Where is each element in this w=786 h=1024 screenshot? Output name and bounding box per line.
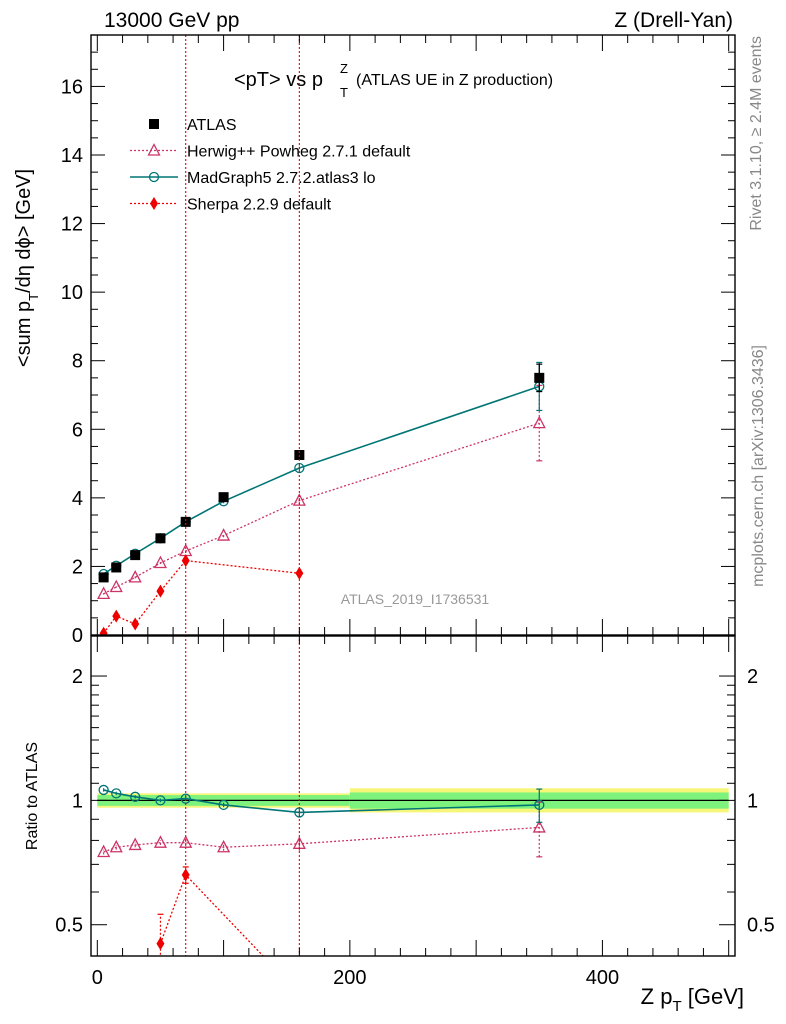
legend-label-herwig: Herwig++ Powheg 2.7.1 default: [187, 144, 411, 161]
main-frame: [90, 34, 736, 636]
main-series-sherpa: [99, 554, 304, 635]
ratio-ytick-label-right: 1: [747, 790, 758, 812]
ratio-point-sherpa: [295, 987, 303, 1000]
header-right: Z (Drell-Yan): [614, 9, 733, 32]
main-title-extra: (ATLAS UE in Z production): [356, 72, 553, 89]
xlabel: Z pT [GeV]: [641, 984, 744, 1015]
main-point-sherpa: [131, 617, 140, 631]
ratio-ytick-label-left: 0.5: [55, 915, 83, 937]
rivet-label: Rivet 3.1.10, ≥ 2.4M events: [748, 36, 765, 231]
main-ytick-label: 10: [61, 282, 83, 304]
main-point-data: [180, 516, 191, 527]
ratio-series-sherpa: [156, 866, 303, 1000]
ratio-point-madgraph: [155, 795, 166, 806]
ratio-plot-area: [97, 784, 546, 1000]
legend-entry-madgraph: MadGraph5 2.7.2.atlas3 lo: [130, 170, 376, 187]
main-series-herwig: [97, 384, 546, 600]
main-title-sub: T: [340, 85, 348, 100]
ratio-point-herwig: [97, 844, 111, 858]
main-point-sherpa: [156, 584, 165, 598]
xtick-label: 200: [333, 967, 366, 989]
main-point-data: [155, 533, 166, 544]
ratio-point-sherpa: [156, 937, 165, 951]
main-point-herwig: [292, 493, 306, 506]
main-point-data: [111, 562, 122, 573]
legend-entry-data: ATLAS: [149, 117, 237, 134]
main-point-sherpa: [295, 566, 304, 580]
main-point-herwig: [217, 528, 231, 541]
legend-marker-data: [149, 119, 159, 129]
ratio-series-madgraph: [98, 784, 545, 823]
analysis-watermark: ATLAS_2019_I1736531: [341, 591, 490, 607]
ratio-line-sherpa: [159, 873, 265, 956]
main-series-madgraph: [98, 361, 545, 580]
ratio-point-herwig: [109, 839, 123, 853]
legend-label-sherpa: Sherpa 2.2.9 default: [187, 197, 332, 214]
xtick-label: 400: [586, 967, 619, 989]
header-left: 13000 GeV pp: [104, 9, 239, 32]
main-ytick-label: 0: [72, 625, 83, 647]
mcplots-label: mcplots.cern.ch [arXiv:1306.3436]: [750, 345, 767, 587]
main-plot-area: [97, 361, 546, 635]
main-point-sherpa: [112, 609, 121, 623]
main-title: <pT> vs p Z T (ATLAS UE in Z production): [234, 61, 553, 100]
ratio-line-herwig: [103, 826, 540, 853]
ratio-frame: [90, 635, 736, 957]
ratio-ytick-label-left: 2: [72, 666, 83, 688]
ratio-point-herwig: [217, 839, 231, 853]
main-ylabel: <sum pT/dη dϕ> [GeV]: [13, 169, 41, 367]
legend-entry-sherpa: Sherpa 2.2.9 default: [130, 197, 332, 214]
xtick-label: 0: [92, 967, 103, 989]
ratio-point-sherpa: [181, 868, 190, 882]
legend-entry-herwig: Herwig++ Powheg 2.7.1 default: [130, 143, 411, 161]
main-point-data: [534, 372, 545, 383]
main-ytick-label: 4: [72, 488, 83, 510]
main-point-herwig: [179, 543, 193, 557]
main-ytick-label: 16: [61, 76, 83, 98]
main-series-data: [98, 363, 545, 583]
legend-label-madgraph: MadGraph5 2.7.2.atlas3 lo: [187, 170, 376, 187]
legend: ATLAS Herwig++ Powheg 2.7.1 default MadGra…: [130, 117, 411, 214]
ratio-point-herwig: [532, 820, 546, 833]
main-ytick-label: 14: [61, 145, 83, 167]
ratio-point-herwig: [153, 835, 168, 848]
legend-label-data: ATLAS: [187, 117, 237, 134]
ratio-line-madgraph: [103, 789, 540, 814]
ratio-point-madgraph: [218, 799, 229, 811]
main-point-herwig: [153, 555, 168, 569]
ratio-ylabel: Ratio to ATLAS: [24, 742, 41, 850]
ratio-ytick-label-right: 0.5: [747, 915, 775, 937]
ratio-point-herwig: [128, 837, 142, 851]
ratio-point-madgraph: [130, 791, 141, 802]
legend-marker-herwig: [147, 143, 161, 156]
main-point-data: [218, 492, 229, 503]
main-ytick-label: 8: [72, 351, 83, 373]
legend-marker-sherpa: [150, 197, 158, 210]
legend-marker-madgraph: [148, 171, 160, 183]
main-title-text: <pT> vs p: [234, 69, 323, 91]
main-point-herwig: [109, 579, 123, 593]
main-ytick-label: 6: [72, 419, 83, 441]
main-point-sherpa: [99, 626, 108, 635]
main-line-herwig: [103, 422, 540, 595]
main-point-herwig: [532, 415, 546, 429]
main-line-madgraph: [103, 385, 540, 575]
main-point-data: [98, 572, 109, 583]
ratio-ytick-label-left: 1: [72, 790, 83, 812]
main-point-herwig: [97, 586, 111, 600]
main-point-data: [130, 550, 141, 561]
main-ytick-label: 2: [72, 556, 83, 578]
main-point-herwig: [128, 569, 142, 583]
ratio-ytick-label-right: 2: [747, 666, 758, 688]
main-ytick-label: 12: [61, 214, 83, 236]
ratio-point-madgraph: [98, 784, 109, 796]
ratio-point-madgraph: [534, 799, 545, 811]
ratio-point-madgraph: [111, 788, 122, 799]
main-title-sup: Z: [340, 61, 348, 76]
